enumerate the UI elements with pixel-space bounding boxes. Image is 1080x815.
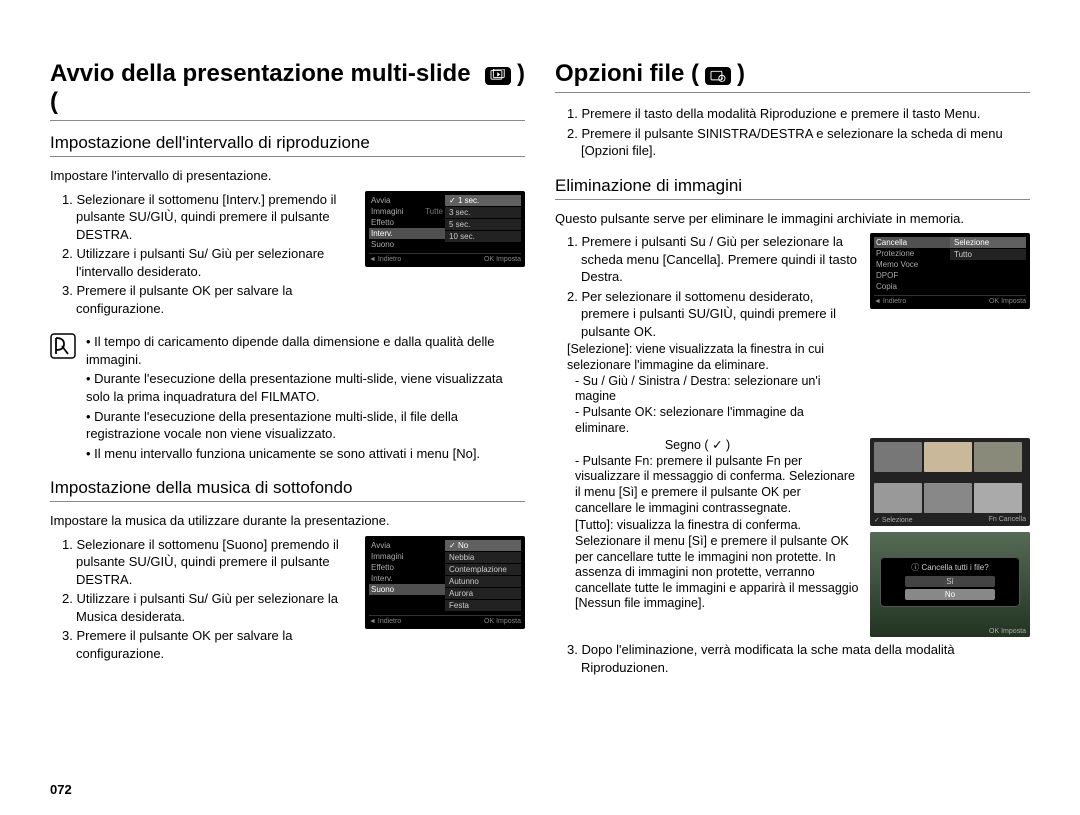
left-column: Avvio della presentazione multi-slide ( …	[50, 60, 525, 678]
lcd-footer-l: Indietro	[378, 618, 401, 625]
sel-sub2: - Pulsante OK: selezionare l'immagine da…	[567, 405, 860, 436]
left-title-close: )	[517, 60, 525, 88]
thumb	[874, 442, 922, 472]
note-item: Durante l'esecuzione della presentazione…	[86, 408, 525, 443]
lcd-menu-item: DPOF	[874, 270, 950, 281]
note-item: Durante l'esecuzione della presentazione…	[86, 370, 525, 405]
lcd-menu-item: Copia	[874, 281, 950, 292]
sel-label: [Selezione]: viene visualizzata la fines…	[567, 342, 860, 373]
sec2-intro: Impostare la musica da utilizzare durant…	[50, 512, 525, 530]
dialog-question: Cancella tutti i file?	[922, 563, 989, 572]
right-title: Opzioni file ( )	[555, 60, 1030, 93]
rsec-intro: Questo pulsante serve per eliminare le i…	[555, 210, 1030, 228]
sec1-step: 2. Utilizzare i pulsanti Su/ Giù per sel…	[62, 245, 355, 280]
sec1-steps: 1. Selezionare il sottomenu [Interv.] pr…	[50, 191, 355, 318]
lcd-footer-l: Indietro	[378, 256, 401, 263]
note-item: Il tempo di caricamento dipende dalla di…	[86, 333, 525, 368]
rsec-step3: 3. Dopo l'eliminazione, verrà modificata…	[567, 641, 1030, 676]
lcd-footer-r: Imposta	[496, 618, 521, 625]
thumb	[924, 442, 972, 472]
lcd-footer-l: Indietro	[883, 298, 906, 305]
lcd-menu-item: Effetto	[369, 217, 445, 228]
lcd-opt: Contemplazione	[445, 564, 521, 575]
lcd-opt: Selezione	[950, 237, 1026, 248]
rsec-lcd1: Cancella Protezione Memo Voce DPOF Copia…	[870, 233, 1030, 309]
lcd-menu-item: Cancella	[874, 237, 950, 248]
dialog-yes: Sì	[905, 576, 995, 587]
lcd-menu-item: Avvia	[369, 195, 445, 206]
sec2-step: 1. Selezionare il sottomenu [Suono] prem…	[62, 536, 355, 589]
lcd-opt: Tutto	[950, 249, 1026, 260]
note-item: Il menu intervallo funziona unicamente s…	[86, 445, 525, 463]
lcd-menu-item: Avvia	[369, 540, 445, 551]
slideshow-icon	[485, 67, 511, 85]
lcd-footer-r: Imposta	[1001, 298, 1026, 305]
right-intro-step: 1. Premere il tasto della modalità Ripro…	[567, 105, 1030, 123]
lcd-menu-item: Interv.	[369, 573, 445, 584]
lcd-menu-item: Interv.	[369, 228, 445, 239]
sec2-step: 3. Premere il pulsante OK per salvare la…	[62, 627, 355, 662]
note-box: Il tempo di caricamento dipende dalla di…	[50, 333, 525, 464]
sec1-step: 1. Selezionare il sottomenu [Interv.] pr…	[62, 191, 355, 244]
right-column: Opzioni file ( ) 1. Premere il tasto del…	[555, 60, 1030, 678]
sec1-intro: Impostare l'intervallo di presentazione.	[50, 167, 525, 185]
sec2-step: 2. Utilizzare i pulsanti Su/ Giù per sel…	[62, 590, 355, 625]
lcd-opt: Festa	[445, 600, 521, 611]
tutto-label-start: [Tutto]: visualizza la finestra di confe…	[575, 518, 860, 612]
rsec-step2: 2. Per selezionare il sottomenu desidera…	[567, 288, 860, 341]
lcd-opt: 10 sec.	[445, 231, 521, 242]
thumb	[924, 483, 972, 513]
lcd-opt: Nebbia	[445, 552, 521, 563]
thumb	[874, 483, 922, 513]
lcd-opt: ✓ 1 sec.	[445, 195, 521, 206]
right-title-close: )	[737, 60, 745, 88]
rsec-lcd3: ⓘ Cancella tutti i file? Sì No OK Impost…	[870, 532, 1030, 637]
lcd-opt: 5 sec.	[445, 219, 521, 230]
rsec-step1: 1. Premere i pulsanti Su / Giù per selez…	[567, 233, 860, 286]
sec2-steps: 1. Selezionare il sottomenu [Suono] prem…	[50, 536, 355, 663]
segno-line: Segno ( ✓ )	[575, 438, 860, 454]
sel-sub1: - Su / Giù / Sinistra / Destra: selezion…	[567, 374, 860, 405]
right-intro-steps: 1. Premere il tasto della modalità Ripro…	[555, 105, 1030, 160]
lcd-opt: Aurora	[445, 588, 521, 599]
sel-sub4: - Pulsante Fn: premere il pulsante Fn pe…	[575, 454, 860, 517]
sec1-step: 3. Premere il pulsante OK per salvare la…	[62, 282, 355, 317]
sec2-lcd: Avvia Immagini Effetto Interv. Suono ✓ N…	[365, 536, 525, 629]
rsec-heading: Eliminazione di immagini	[555, 176, 1030, 200]
lcd-menu-item: Suono	[369, 584, 445, 595]
dialog-no: No	[905, 589, 995, 600]
sec1-heading: Impostazione dell'intervallo di riproduz…	[50, 133, 525, 157]
lcd-footer-r: Cancella	[999, 516, 1026, 523]
left-title-text: Avvio della presentazione multi-slide (	[50, 60, 479, 116]
right-title-text: Opzioni file (	[555, 60, 699, 88]
lcd-footer-l: Selezione	[882, 517, 913, 524]
lcd-menu-item: Suono	[369, 239, 445, 250]
file-options-icon	[705, 67, 731, 85]
lcd-menu-item: ImmaginiTutte	[369, 206, 445, 217]
note-icon	[50, 333, 76, 464]
page-number: 072	[50, 782, 72, 797]
lcd-opt: ✓ No	[445, 540, 521, 551]
lcd-menu-item: Protezione	[874, 248, 950, 259]
lcd-opt: Autunno	[445, 576, 521, 587]
rsec-lcd2: ✓ Selezione Fn Cancella	[870, 438, 1030, 526]
thumb	[974, 442, 1022, 472]
lcd-menu-item: Memo Voce	[874, 259, 950, 270]
right-intro-step: 2. Premere il pulsante SINISTRA/DESTRA e…	[567, 125, 1030, 160]
lcd-menu-item: Immagini	[369, 551, 445, 562]
lcd-footer-r: Imposta	[496, 256, 521, 263]
sec2-heading: Impostazione della musica di sottofondo	[50, 478, 525, 502]
lcd-footer-r: Imposta	[1001, 628, 1026, 635]
lcd-opt: 3 sec.	[445, 207, 521, 218]
lcd-menu-item: Effetto	[369, 562, 445, 573]
thumb	[974, 483, 1022, 513]
sec1-lcd: Avvia ImmaginiTutte Effetto Interv. Suon…	[365, 191, 525, 267]
left-title: Avvio della presentazione multi-slide ( …	[50, 60, 525, 121]
